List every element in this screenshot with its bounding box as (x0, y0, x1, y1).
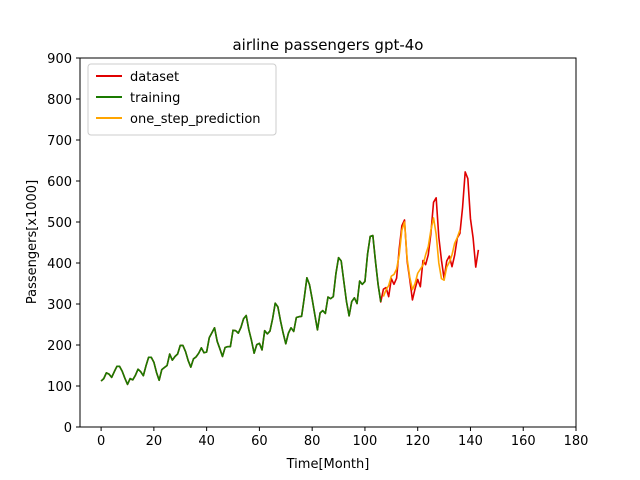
x-tick-label: 20 (146, 434, 163, 449)
series-layer (100, 171, 480, 386)
x-tick-label: 120 (405, 434, 430, 449)
x-tick-label: 40 (198, 434, 215, 449)
legend: dataset training one_step_prediction (87, 63, 277, 136)
x-tick-label: 0 (97, 434, 105, 449)
x-tick-label: 160 (511, 434, 536, 449)
y-tick-label: 100 (47, 380, 72, 395)
axes-frame (79, 57, 577, 428)
axes-layer: 0 20 40 60 80 100 120 140 160 180 0 100 200 300 400 500… (47, 52, 588, 449)
legend-label: dataset (130, 70, 179, 85)
chart-title: airline passengers gpt-4o (232, 36, 423, 54)
legend-box (87, 63, 277, 136)
y-tick-label: 600 (47, 175, 72, 190)
y-tick-label: 800 (47, 93, 72, 108)
y-tick-label: 700 (47, 134, 72, 149)
series-line-training (100, 234, 382, 386)
y-axis-label: Passengers[x1000] (25, 180, 40, 304)
y-tick-label: 0 (64, 421, 72, 436)
y-tick-label: 400 (47, 257, 72, 272)
x-tick-label: 100 (353, 434, 378, 449)
x-tick-label: 60 (251, 434, 268, 449)
legend-label: one_step_prediction (130, 112, 261, 127)
y-tick-label: 300 (47, 298, 72, 313)
y-tick-label: 900 (47, 52, 72, 67)
legend-label: training (130, 91, 180, 106)
y-tick-label: 200 (47, 339, 72, 354)
y-tick-label: 500 (47, 216, 72, 231)
x-tick-label: 180 (564, 434, 589, 449)
x-tick-label: 140 (458, 434, 483, 449)
x-tick-label: 80 (304, 434, 321, 449)
series-line-one-step-prediction (382, 217, 461, 297)
x-axis-label: Time[Month] (286, 457, 370, 472)
